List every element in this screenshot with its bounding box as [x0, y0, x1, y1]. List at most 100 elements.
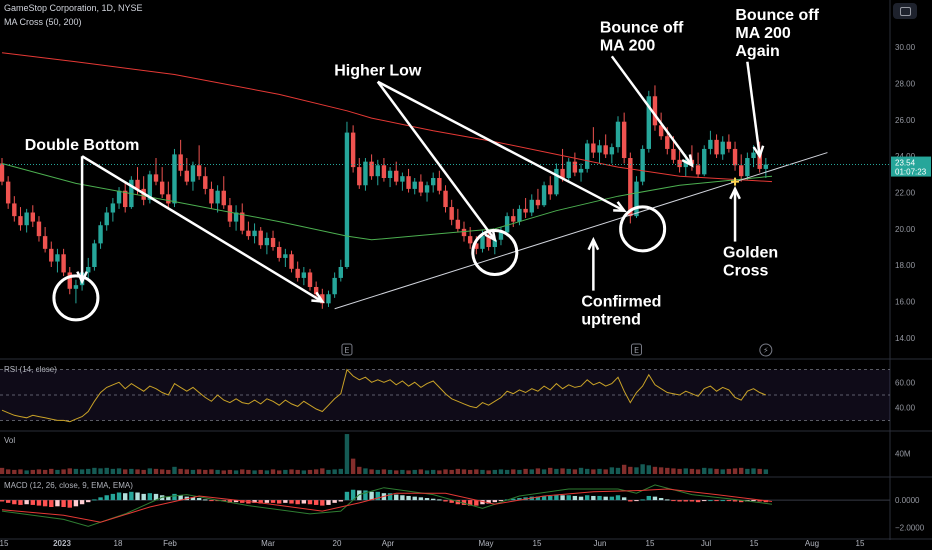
volume-bar — [147, 468, 153, 474]
macd-histogram-bar — [295, 500, 300, 505]
volume-bar — [751, 468, 756, 474]
volume-bar — [424, 470, 430, 474]
volume-bar — [418, 469, 424, 474]
candle-body — [511, 216, 516, 222]
macd-histogram-bar — [307, 500, 313, 505]
macd-histogram-bar — [566, 495, 571, 501]
macd-histogram-bar — [541, 495, 547, 501]
candle-body — [474, 243, 479, 249]
candle-body — [196, 165, 202, 177]
volume-tick-label: 40M — [895, 450, 911, 459]
volume-bar — [394, 470, 399, 474]
macd-histogram-bar — [92, 499, 97, 501]
volume-bar — [86, 468, 91, 474]
candle-body — [344, 132, 350, 267]
candle-body — [264, 237, 270, 246]
candle-body — [640, 148, 645, 182]
macd-histogram-bar — [455, 500, 461, 505]
candle-body — [572, 161, 578, 173]
volume-bar — [313, 469, 319, 474]
candle-body — [720, 141, 725, 155]
camera-icon[interactable] — [893, 3, 917, 19]
time-tick-label: Feb — [163, 539, 177, 548]
volume-bar — [196, 469, 202, 474]
annotation-arrow — [610, 55, 693, 167]
candle-body — [381, 165, 387, 178]
volume-title[interactable]: Vol — [4, 436, 16, 445]
price-tick-label: 20.00 — [895, 225, 916, 234]
candle-body — [12, 203, 17, 217]
volume-bar — [609, 467, 615, 474]
volume-bar — [529, 469, 534, 474]
macd-histogram-bar — [486, 500, 491, 504]
macd-histogram-bar — [283, 500, 288, 503]
volume-bar — [480, 469, 485, 474]
macd-histogram-bar — [560, 495, 565, 501]
macd-histogram-bar — [147, 493, 153, 501]
volume-bar — [61, 469, 66, 474]
volume-bar — [98, 468, 103, 474]
candle-body — [498, 232, 504, 240]
macd-histogram-bar — [418, 497, 424, 501]
volume-bar — [585, 468, 590, 474]
volume-bar — [548, 467, 553, 474]
macd-histogram-bar — [394, 494, 399, 501]
candle-body — [73, 285, 79, 289]
candle-body — [277, 247, 282, 258]
macd-histogram-bar — [203, 499, 208, 501]
volume-bar — [252, 470, 257, 474]
volume-bar — [658, 467, 664, 474]
candle-body — [190, 165, 196, 182]
volume-bar — [511, 469, 516, 474]
volume-bar — [720, 469, 725, 474]
candle-body — [554, 168, 559, 195]
candle-body — [92, 243, 97, 267]
macd-histogram-bar — [739, 500, 744, 503]
macd-histogram-bar — [252, 500, 257, 503]
indicator-title[interactable]: MA Cross (50, 200) — [4, 17, 82, 27]
price-tick-label: 14.00 — [895, 334, 916, 343]
rsi-title[interactable]: RSI (14, close) — [4, 365, 57, 374]
macd-title[interactable]: MACD (12, 26, close, 9, EMA, EMA) — [4, 481, 133, 490]
macd-histogram-bar — [400, 495, 405, 501]
candle-body — [665, 136, 670, 149]
volume-bar — [443, 469, 448, 474]
volume-bar — [498, 469, 504, 474]
volume-bar — [665, 467, 670, 474]
macd-histogram-bar — [42, 500, 48, 507]
volume-bar — [129, 468, 134, 474]
macd-histogram-bar — [658, 498, 664, 501]
candle-body — [369, 161, 374, 177]
volume-bar — [55, 469, 60, 474]
macd-histogram-bar — [369, 491, 374, 501]
candle-body — [591, 143, 596, 153]
candle-body — [332, 277, 337, 295]
macd-histogram-bar — [677, 500, 682, 502]
candle-body — [412, 181, 417, 189]
candle-body — [492, 239, 497, 248]
volume-bar — [209, 469, 214, 474]
volume-bar — [227, 469, 233, 474]
macd-histogram-bar — [326, 500, 331, 505]
symbol-title[interactable]: GameStop Corporation, 1D, NYSE — [4, 3, 143, 13]
macd-histogram-bar — [61, 500, 66, 507]
candle-body — [227, 205, 233, 222]
macd-histogram-bar — [689, 500, 695, 502]
candle-body — [739, 165, 744, 177]
volume-bar — [79, 469, 85, 474]
macd-histogram-bar — [535, 496, 541, 501]
volume-bar — [652, 466, 658, 474]
annotation-label: MA 200 — [600, 37, 656, 54]
volume-bar — [708, 468, 713, 474]
volume-bar — [141, 469, 146, 474]
candle-body — [486, 236, 491, 248]
macd-histogram-bar — [375, 491, 380, 501]
candle-body — [431, 178, 436, 186]
earnings-marker — [630, 343, 642, 356]
volume-bar — [554, 468, 559, 474]
volume-bar — [603, 469, 608, 474]
macd-histogram-bar — [12, 500, 17, 505]
time-tick-label: 20 — [333, 539, 342, 548]
macd-histogram-bar — [129, 491, 134, 501]
